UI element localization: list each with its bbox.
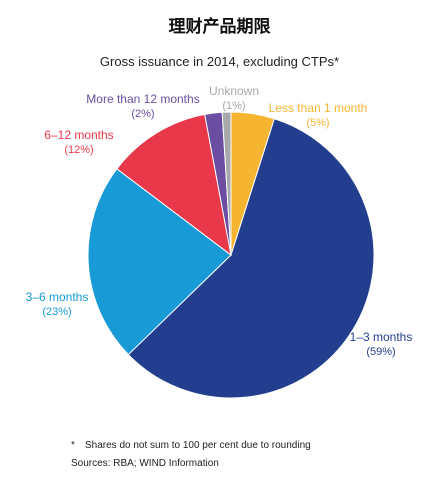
pie-slices	[87, 111, 375, 399]
footnote-marker: *	[71, 440, 75, 451]
slice-label-percent: (1%)	[222, 100, 245, 112]
slice-label-name: More than 12 months	[86, 92, 199, 106]
slice-label-percent: (2%)	[131, 108, 154, 120]
slice-label-percent: (59%)	[366, 346, 395, 358]
slice-label-percent: (12%)	[64, 144, 93, 156]
slice-label-name: 6–12 months	[44, 128, 113, 142]
sources-note: Sources: RBA; WIND Information	[71, 458, 219, 469]
footnote-text: Shares do not sum to 100 per cent due to…	[85, 440, 311, 451]
pie-slice-6-12-months	[116, 113, 232, 257]
slice-label-name: 1–3 months	[350, 330, 413, 344]
pie-slice-3-6-months	[87, 168, 232, 356]
slice-label-percent: (23%)	[42, 306, 71, 318]
chart-title: 理财产品期限	[168, 17, 271, 37]
slice-label-name: Less than 1 month	[269, 101, 368, 115]
pie-slice-1-3-months	[127, 118, 375, 399]
slice-label-name: Unknown	[209, 84, 259, 98]
chart-subtitle: Gross issuance in 2014, excluding CTPs*	[99, 54, 340, 69]
pie-labels: Less than 1 month (5%) 1–3 months (59%) 3–6 …	[26, 84, 413, 358]
footnote: * Shares do not sum to 100 per cent due t…	[71, 440, 311, 451]
slice-label-percent: (5%)	[306, 117, 329, 129]
slice-label-name: 3–6 months	[26, 290, 89, 304]
pie-slice-unknown	[221, 111, 232, 256]
